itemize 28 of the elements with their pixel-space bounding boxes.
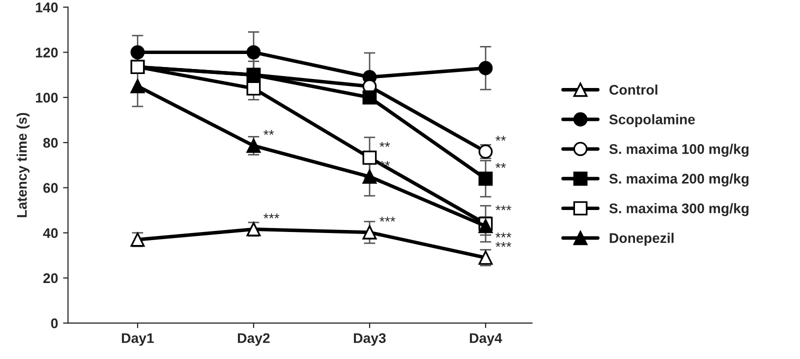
x-tick-label: Day4 <box>470 333 502 346</box>
legend-label: S. maxima 200 mg/kg <box>609 173 748 186</box>
annotation: *** <box>264 214 280 218</box>
annotation: ** <box>264 130 274 135</box>
annotation: ** <box>380 142 390 147</box>
y-tick-label: 80 <box>43 138 58 148</box>
annotation: ** <box>496 136 506 141</box>
legend-label: Control <box>609 84 658 95</box>
annotation: *** <box>496 232 512 238</box>
y-axis-title: Latency time (s) <box>16 112 30 218</box>
x-tick-label: Day3 <box>354 333 386 346</box>
y-tick-label: 120 <box>36 48 58 58</box>
y-tick-label: 140 <box>36 2 58 12</box>
y-tick-label: 40 <box>43 228 58 238</box>
y-tick-label: 60 <box>43 183 58 193</box>
legend-label: S. maxima 300 mg/kg <box>609 203 748 216</box>
annotation: *** <box>496 205 512 210</box>
legend-label: Scopolamine <box>609 114 695 128</box>
x-tick-label: Day2 <box>238 333 270 346</box>
annotation: ** <box>496 162 506 168</box>
legend-label: Donepezil <box>610 232 674 246</box>
x-tick-label: Day1 <box>122 333 154 346</box>
legend-label: S. maxima 100 mg/kg <box>609 144 748 157</box>
y-tick-label: 0 <box>51 318 58 328</box>
y-tick-label: 20 <box>43 273 58 284</box>
annotation: *** <box>496 242 512 247</box>
annotation: *** <box>380 216 396 222</box>
y-tick-label: 100 <box>36 92 58 103</box>
